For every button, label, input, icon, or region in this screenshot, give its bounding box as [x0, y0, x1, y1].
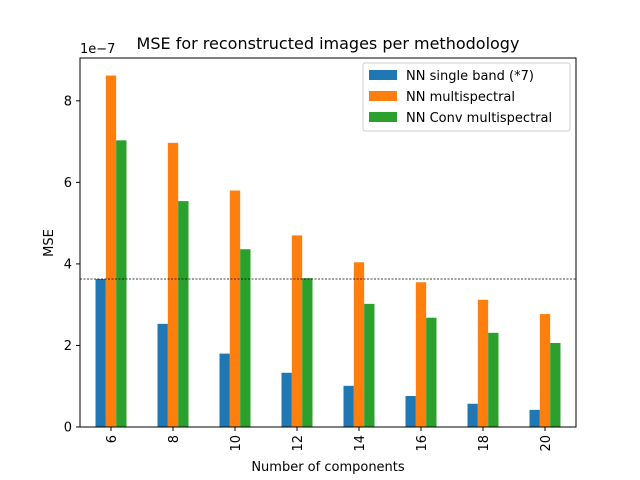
bar-1-6	[95, 278, 106, 427]
axes-frame	[79, 57, 577, 428]
legend: NN single band (*7) NN multispectral NN Co…	[362, 62, 571, 132]
legend-label-1: NN single band (*7)	[406, 69, 534, 84]
x-tick-label: 14	[353, 435, 368, 452]
bar-3-10	[240, 249, 251, 427]
x-axis-label: Number of components	[251, 460, 405, 475]
legend-label-2: NN multispectral	[406, 90, 515, 105]
bar-3-14	[364, 303, 375, 427]
bar-2-18	[477, 299, 489, 427]
x-tick-label: 20	[539, 435, 554, 452]
x-tick-label: 6	[105, 435, 120, 443]
bar-3-12	[302, 278, 313, 427]
bar-2-16	[415, 282, 427, 427]
x-tick-label: 18	[477, 435, 492, 452]
bar-3-6	[116, 140, 127, 427]
bar-1-14	[343, 385, 354, 427]
bar-1-10	[219, 353, 230, 427]
bar-3-18	[488, 332, 499, 427]
chart-title: MSE for reconstructed images per methodo…	[137, 34, 520, 53]
bar-1-20	[529, 409, 540, 427]
bar-2-10	[229, 190, 241, 427]
y-tick-label: 4	[64, 257, 72, 272]
bar-1-8	[157, 323, 168, 427]
bar-3-8	[178, 201, 189, 427]
y-tick-label: 2	[64, 339, 72, 354]
bar-2-12	[291, 235, 303, 427]
plot-area: 6 8 10 12 14 16 18 20 0 2 4 6 8	[64, 57, 577, 452]
y-tick-label: 8	[64, 94, 72, 109]
x-tick-label: 12	[291, 435, 306, 452]
bar-3-20	[550, 343, 561, 427]
legend-swatch-3	[369, 112, 397, 122]
legend-swatch-2	[369, 91, 397, 101]
legend-box	[362, 62, 571, 132]
y-tick-label: 0	[64, 421, 72, 436]
y-axis-label: MSE	[42, 229, 57, 257]
bar-1-12	[281, 372, 292, 427]
bar-2-20	[539, 314, 551, 427]
x-tick-label: 8	[167, 435, 182, 443]
bar-2-6	[105, 75, 117, 428]
bar-2-14	[353, 262, 365, 427]
bar-1-18	[467, 403, 478, 427]
y-offset-label: 1e−7	[80, 42, 115, 57]
y-tick-label: 6	[64, 176, 72, 191]
x-tick-label: 10	[229, 435, 244, 452]
bar-2-8	[167, 142, 179, 427]
x-tick-label: 16	[415, 435, 430, 452]
bar-3-16	[426, 317, 437, 427]
legend-swatch-1	[369, 70, 397, 80]
legend-label-3: NN Conv multispectral	[406, 111, 552, 126]
bar-1-16	[405, 396, 416, 427]
